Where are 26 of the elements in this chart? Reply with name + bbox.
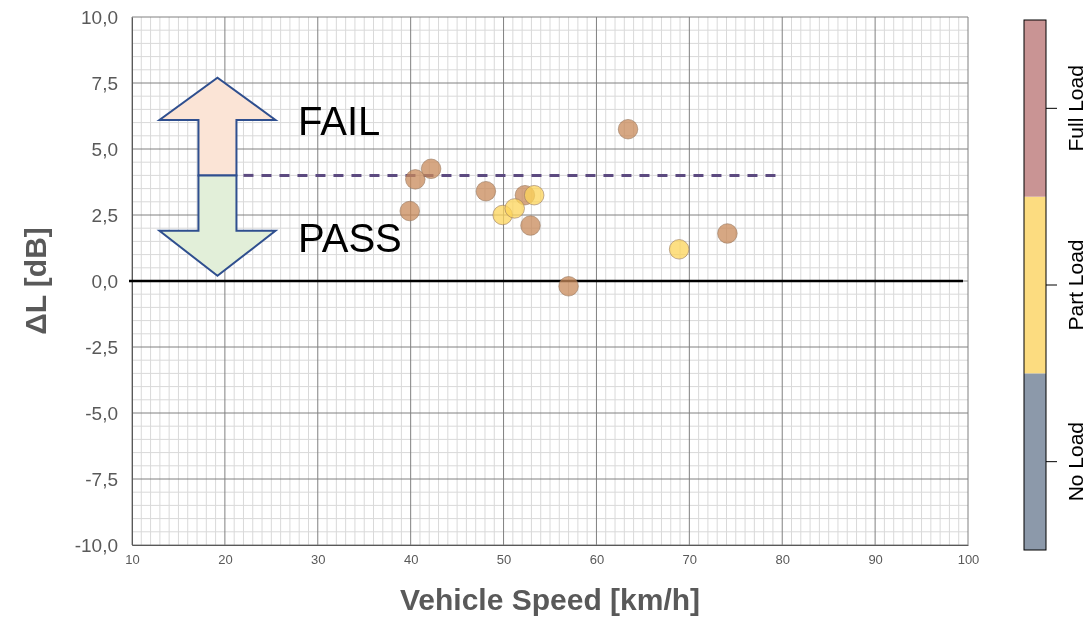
x-tick-label: 100: [957, 552, 980, 568]
color-bar-label: No Load: [1064, 421, 1087, 502]
x-tick-label: 10: [125, 552, 140, 568]
y-tick-label: 2,5: [91, 204, 118, 226]
x-tick-label: 90: [868, 552, 883, 568]
x-tick-label: 30: [311, 552, 326, 568]
x-tick-label: 50: [496, 552, 512, 568]
x-axis-title: Vehicle Speed [km/h]: [399, 583, 701, 616]
x-tick-label: 20: [218, 552, 233, 568]
x-tick-label: 70: [682, 552, 698, 568]
x-tick-label: 60: [589, 552, 605, 568]
annotation: PASS: [298, 216, 402, 260]
y-tick-label: 10,0: [81, 6, 118, 28]
x-tick-label: 80: [775, 552, 790, 568]
annotation: FAIL: [298, 99, 381, 143]
y-tick-label: -5,0: [85, 402, 118, 424]
y-tick-label: 7,5: [91, 72, 118, 94]
color-bar-label: Full Load: [1064, 65, 1087, 152]
y-tick-label: -10,0: [74, 534, 118, 556]
y-tick-label: -2,5: [85, 336, 118, 358]
y-tick-label: -7,5: [85, 468, 118, 490]
y-tick-label: 0,0: [91, 270, 118, 292]
color-bar-label: Part Load: [1064, 239, 1087, 331]
y-axis-title: ΔL [dB]: [19, 227, 52, 335]
x-tick-label: 40: [403, 552, 419, 568]
y-tick-label: 5,0: [91, 138, 118, 160]
